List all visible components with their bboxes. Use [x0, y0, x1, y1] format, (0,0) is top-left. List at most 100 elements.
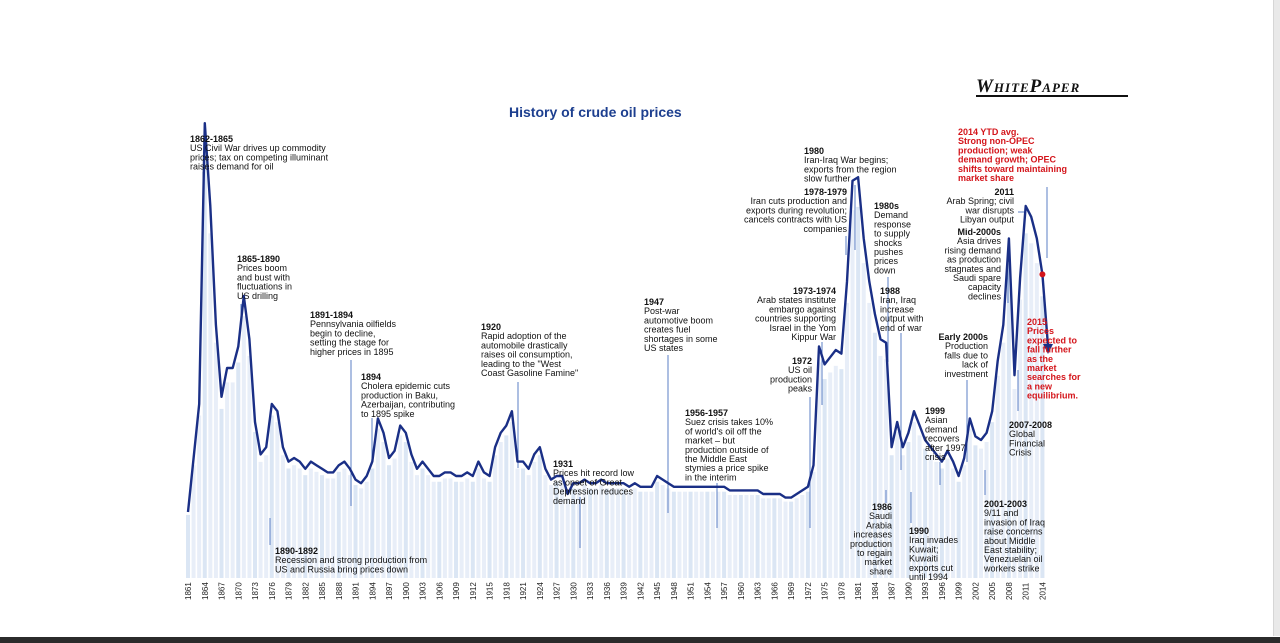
x-tick-1915: 1915 [486, 582, 495, 600]
bar-1937 [610, 488, 615, 578]
annotation-0: 1862-1865 US Civil War drives up commodit… [190, 134, 329, 172]
bar-1985 [878, 355, 883, 578]
bar-1882 [303, 475, 308, 578]
x-tick-1948: 1948 [670, 582, 679, 600]
bar-1866 [213, 342, 218, 578]
bar-1979 [844, 302, 849, 578]
bar-1956 [716, 491, 721, 578]
bar-1892 [359, 488, 364, 578]
bar-1980 [850, 210, 855, 578]
annotation-8: 1956-1957 Suez crisis takes 10% of world's… [685, 408, 773, 482]
bar-1923 [532, 461, 537, 578]
bar-1987 [889, 455, 894, 578]
x-tick-2011: 2011 [1022, 582, 1031, 600]
bar-1922 [526, 475, 531, 578]
x-tick-1861: 1861 [184, 582, 193, 600]
bar-2003 [978, 448, 983, 578]
x-tick-1945: 1945 [653, 582, 662, 600]
bar-1888 [336, 471, 341, 578]
bar-1875 [264, 455, 269, 578]
bar-1877 [275, 422, 280, 578]
annotation-13: 1980s Demand response to supply shocks pushes… [874, 201, 911, 275]
bar-1984 [872, 332, 877, 578]
bar-1913 [476, 468, 481, 578]
bar-1991 [911, 422, 916, 578]
x-tick-1978: 1978 [837, 582, 846, 600]
bar-1983 [867, 302, 872, 578]
bar-1908 [448, 478, 453, 578]
x-tick-2002: 2002 [971, 582, 980, 600]
bar-1883 [308, 468, 313, 578]
bar-1997 [945, 458, 950, 578]
bar-1872 [247, 355, 252, 578]
bar-1927 [554, 481, 559, 578]
bar-2008 [1006, 263, 1011, 578]
x-tick-1984: 1984 [871, 582, 880, 600]
bar-1970 [794, 498, 799, 578]
bar-1995 [934, 461, 939, 578]
bar-1894 [370, 468, 375, 578]
bar-1896 [381, 442, 386, 578]
bar-1943 [643, 491, 648, 578]
x-tick-1936: 1936 [603, 582, 612, 600]
bar-1861 [186, 514, 190, 578]
bar-1961 [744, 495, 749, 578]
bar-2009 [1012, 389, 1017, 578]
annotation-5: 1920 Rapid adoption of the automobile dras… [481, 322, 578, 378]
bar-1949 [677, 491, 682, 578]
bar-1879 [286, 468, 291, 578]
annotation-16: 1990 Iraq invades Kuwait; Kuwaiti exports cu… [909, 526, 959, 582]
bar-1938 [616, 488, 620, 578]
x-tick-1876: 1876 [268, 582, 277, 600]
bar-1948 [671, 491, 676, 578]
bar-1914 [481, 478, 486, 578]
bar-1907 [442, 478, 447, 578]
bar-1998 [951, 468, 956, 578]
bar-1974 [817, 362, 822, 578]
pointer-layer [202, 172, 1048, 548]
bar-1902 [414, 475, 419, 578]
bar-1957 [722, 491, 727, 578]
bar-1996 [939, 468, 944, 578]
bar-1981 [856, 206, 861, 578]
bar-1867 [219, 408, 224, 578]
bar-1915 [487, 481, 492, 578]
x-tick-1867: 1867 [218, 582, 227, 600]
bar-1978 [839, 369, 844, 578]
bar-1999 [956, 481, 961, 578]
bar-1901 [409, 461, 414, 578]
bar-1944 [649, 491, 654, 578]
x-tick-1981: 1981 [854, 582, 863, 600]
bar-1905 [431, 481, 436, 578]
bar-1931 [576, 488, 581, 578]
x-tick-1939: 1939 [620, 582, 629, 600]
brand-underline [976, 95, 1128, 97]
bar-1891 [353, 485, 358, 578]
bar-1880 [292, 465, 297, 578]
bar-1930 [571, 488, 576, 578]
bar-1881 [297, 468, 302, 578]
x-tick-1969: 1969 [787, 582, 796, 600]
bar-1966 [772, 498, 777, 578]
bar-1971 [800, 495, 805, 578]
bar-2005 [990, 422, 995, 578]
bar-1965 [766, 498, 771, 578]
bar-2012 [1029, 243, 1034, 578]
bar-1960 [738, 495, 743, 578]
bar-1904 [426, 475, 431, 578]
bar-1917 [498, 442, 503, 578]
bar-2002 [973, 445, 978, 578]
x-tick-1870: 1870 [234, 582, 243, 600]
bar-1968 [783, 501, 788, 578]
annotation-1: 1865-1890 Prices boom and bust with fluctua… [237, 254, 292, 301]
vertical-scrollbar[interactable] [1273, 0, 1280, 636]
bar-1871 [241, 316, 246, 578]
bar-1912 [470, 481, 475, 578]
bar-1972 [805, 491, 810, 578]
bar-1951 [688, 491, 693, 578]
bar-1990 [906, 442, 911, 578]
bar-1886 [325, 478, 330, 578]
bar-1952 [694, 491, 699, 578]
bar-1878 [280, 455, 285, 578]
